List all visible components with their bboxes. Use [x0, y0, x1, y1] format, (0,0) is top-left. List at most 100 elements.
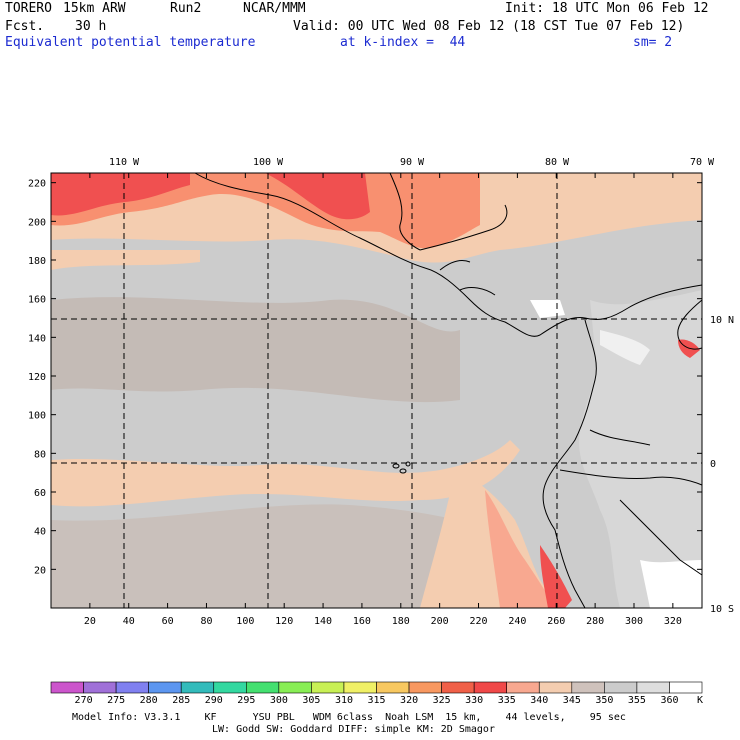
galapagos-1 — [392, 463, 400, 469]
colorbar-swatch — [115, 681, 149, 694]
country-border-mexico — [389, 172, 508, 251]
field-warm-red-central — [265, 173, 370, 220]
longitude-label: 100 W — [253, 157, 284, 168]
latitude-label: 10 N — [710, 315, 734, 326]
y-tick-label: 120 — [28, 372, 46, 383]
colorbar-label: 290 — [204, 695, 223, 706]
field-peru-red — [540, 545, 572, 608]
colorbar-unit: K — [697, 695, 704, 706]
y-tick-label: 100 — [28, 411, 46, 422]
x-tick-label: 60 — [162, 616, 174, 627]
organization: NCAR/MMM — [243, 1, 306, 16]
colorbar-label: 305 — [302, 695, 321, 706]
level-index: at k-index = 44 — [340, 35, 466, 50]
x-tick-label: 80 — [200, 616, 212, 627]
colorbar-swatch — [636, 681, 670, 694]
colorbar-swatch — [538, 681, 573, 694]
colorbar-swatch — [571, 681, 605, 694]
x-tick-label: 40 — [123, 616, 135, 627]
field-band-gray — [51, 297, 460, 403]
colorbar-swatch — [604, 681, 638, 694]
longitude-label: 70 W — [690, 157, 715, 168]
galapagos-2 — [399, 468, 407, 474]
plot-frame — [50, 172, 703, 609]
field-white-patch — [600, 330, 650, 365]
colorbar-label: 350 — [595, 695, 614, 706]
valid-time: Valid: 00 UTC Wed 08 Feb 12 (18 CST Tue … — [293, 19, 685, 34]
model-resolution: 15km ARW — [63, 1, 126, 16]
colorbar-swatch — [669, 681, 703, 694]
x-tick-label: 220 — [469, 616, 487, 627]
field-peru-salmon — [485, 490, 555, 608]
x-tick-label: 300 — [625, 616, 643, 627]
field-band-peach-2 — [51, 250, 200, 270]
colorbar-label: 295 — [237, 695, 256, 706]
init-time: Init: 18 UTC Mon 06 Feb 12 — [505, 1, 709, 16]
forecast-label: Fcst. — [5, 19, 45, 34]
colorbar-swatch — [473, 681, 507, 694]
x-tick-label: 140 — [314, 616, 332, 627]
colorbar-swatch — [278, 681, 312, 694]
field-band-gray-south — [51, 504, 520, 608]
colorbar-swatch — [213, 681, 247, 694]
x-tick-label: 160 — [353, 616, 371, 627]
run-name: Run2 — [170, 1, 202, 16]
x-tick-label: 100 — [236, 616, 254, 627]
y-tick-label: 80 — [34, 449, 46, 460]
colorbar-swatch — [246, 681, 280, 694]
coastline-south-america-west — [542, 319, 597, 609]
colorbar-swatch — [441, 681, 475, 694]
y-tick-label: 20 — [34, 565, 46, 576]
field-warm-red-west — [51, 173, 190, 216]
x-tick-label: 20 — [84, 616, 96, 627]
country-borders-sa — [559, 429, 703, 576]
field-name: Equivalent potential temperature — [5, 35, 256, 50]
colorbar-label: 330 — [465, 695, 484, 706]
model-info-line1: Model Info: V3.3.1 KF YSU PBL WDM 6class… — [72, 712, 626, 723]
x-tick-label: 180 — [392, 616, 410, 627]
colorbar-swatch — [148, 681, 182, 694]
latitude-label: 10 S — [710, 604, 734, 615]
theta-e-field — [51, 173, 702, 608]
x-tick-label: 280 — [586, 616, 604, 627]
latlon-grid — [51, 173, 702, 608]
x-tick-label: 120 — [275, 616, 293, 627]
model-name: TORERO — [5, 1, 52, 16]
axis-ticks: 220 200 180 160 140 120 100 80 60 40 20 20 40 60 80 100… — [28, 157, 734, 627]
y-tick-label: 180 — [28, 256, 46, 267]
colorbar-label: 335 — [497, 695, 516, 706]
colorbar-label: 320 — [400, 695, 419, 706]
colorbar-swatch — [506, 681, 540, 694]
country-borders-ca — [439, 259, 496, 296]
y-tick-label: 200 — [28, 217, 46, 228]
colorbar-swatch — [408, 681, 442, 694]
model-info-line2: LW: Godd SW: Goddard DIFF: simple KM: 2D… — [212, 724, 495, 735]
x-tick-label: 240 — [508, 616, 526, 627]
field-white-panama — [530, 300, 565, 318]
x-tick-label: 320 — [664, 616, 682, 627]
field-white-south — [640, 560, 702, 608]
colorbar-label: 280 — [139, 695, 158, 706]
coastline-central-america — [194, 172, 703, 337]
forecast-hour: 30 h — [75, 19, 107, 34]
colorbar-label: 340 — [530, 695, 549, 706]
field-band-peach-south — [51, 440, 520, 507]
colorbar-label: 355 — [627, 695, 646, 706]
longitude-label: 80 W — [545, 157, 570, 168]
colorbar-label: 345 — [562, 695, 581, 706]
coastlines — [194, 172, 703, 609]
smoothing: sm= 2 — [633, 35, 673, 50]
colorbar-label: 270 — [74, 695, 93, 706]
colorbar-swatch — [311, 681, 345, 694]
colorbar-label: 300 — [269, 695, 288, 706]
colorbar-swatch — [83, 681, 117, 694]
x-tick-label: 200 — [431, 616, 449, 627]
galapagos-3 — [405, 461, 411, 467]
y-tick-label: 220 — [28, 179, 46, 190]
x-tick-label: 260 — [547, 616, 565, 627]
colorbar-swatch — [376, 681, 410, 694]
colorbar-label: 275 — [107, 695, 126, 706]
longitude-label: 110 W — [109, 157, 140, 168]
colorbar-swatch — [180, 681, 215, 694]
